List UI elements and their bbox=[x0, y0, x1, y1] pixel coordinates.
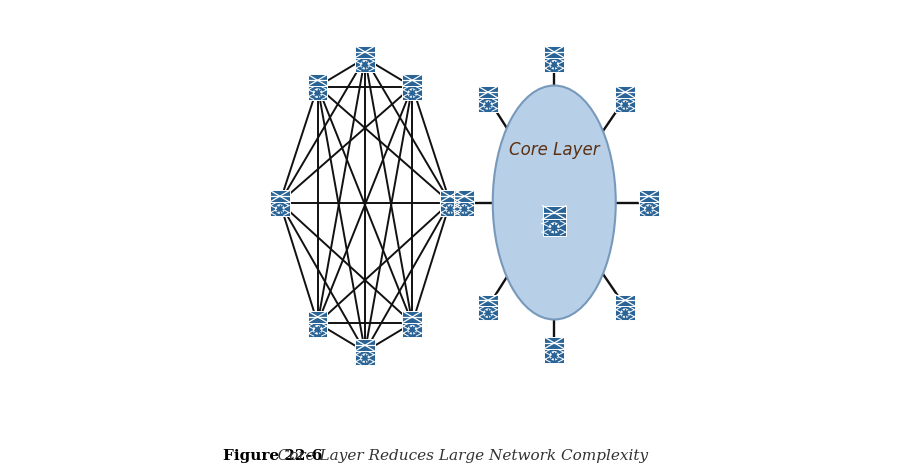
Bar bbox=[270, 190, 290, 202]
Circle shape bbox=[550, 352, 558, 360]
Circle shape bbox=[550, 60, 558, 69]
Circle shape bbox=[552, 63, 557, 67]
Bar bbox=[403, 323, 422, 337]
Circle shape bbox=[624, 103, 627, 107]
Bar bbox=[355, 351, 375, 365]
Bar bbox=[355, 58, 375, 72]
Circle shape bbox=[621, 309, 629, 317]
Circle shape bbox=[486, 103, 490, 107]
Bar bbox=[615, 86, 635, 98]
Circle shape bbox=[461, 205, 469, 213]
Circle shape bbox=[621, 101, 629, 109]
Bar bbox=[308, 74, 328, 86]
Text: Figure 22-6: Figure 22-6 bbox=[223, 449, 322, 463]
Bar bbox=[478, 86, 498, 98]
Circle shape bbox=[410, 91, 414, 95]
Bar bbox=[478, 306, 498, 320]
Circle shape bbox=[552, 354, 557, 358]
Bar bbox=[355, 339, 375, 351]
Bar bbox=[403, 86, 422, 100]
Bar bbox=[542, 219, 566, 236]
Bar bbox=[403, 311, 422, 323]
Circle shape bbox=[408, 89, 416, 97]
Bar bbox=[308, 86, 328, 100]
Bar bbox=[542, 206, 566, 219]
Circle shape bbox=[644, 205, 653, 213]
Circle shape bbox=[647, 207, 651, 211]
Circle shape bbox=[410, 327, 414, 332]
Circle shape bbox=[484, 101, 492, 109]
Bar bbox=[441, 190, 460, 202]
Circle shape bbox=[446, 205, 454, 213]
Bar bbox=[615, 295, 635, 306]
Circle shape bbox=[278, 207, 281, 211]
Bar bbox=[441, 202, 460, 216]
Bar bbox=[478, 98, 498, 112]
Bar bbox=[545, 46, 564, 58]
Circle shape bbox=[448, 207, 452, 211]
Bar bbox=[639, 190, 659, 202]
Circle shape bbox=[361, 354, 369, 362]
Text: Core Layer Reduces Large Network Complexity: Core Layer Reduces Large Network Complex… bbox=[263, 449, 648, 463]
Circle shape bbox=[624, 311, 627, 315]
Circle shape bbox=[276, 205, 284, 213]
Bar bbox=[615, 98, 635, 112]
Circle shape bbox=[462, 207, 466, 211]
Bar bbox=[478, 295, 498, 306]
Circle shape bbox=[552, 226, 557, 230]
Ellipse shape bbox=[492, 86, 615, 319]
Bar bbox=[454, 202, 474, 216]
Circle shape bbox=[363, 63, 367, 67]
Bar bbox=[615, 306, 635, 320]
Bar bbox=[308, 311, 328, 323]
Bar bbox=[545, 58, 564, 72]
Circle shape bbox=[313, 326, 322, 334]
Circle shape bbox=[408, 326, 416, 334]
Circle shape bbox=[484, 309, 492, 317]
Circle shape bbox=[363, 356, 367, 360]
Circle shape bbox=[313, 89, 322, 97]
Text: Core Layer: Core Layer bbox=[509, 141, 599, 159]
Bar bbox=[639, 202, 659, 216]
Bar bbox=[308, 323, 328, 337]
Bar bbox=[270, 202, 290, 216]
Bar bbox=[355, 46, 375, 58]
Circle shape bbox=[361, 60, 369, 69]
Bar bbox=[403, 74, 422, 86]
Bar bbox=[545, 337, 564, 349]
Bar bbox=[545, 349, 564, 363]
Circle shape bbox=[486, 311, 490, 315]
Bar bbox=[454, 190, 474, 202]
Circle shape bbox=[316, 91, 319, 95]
Circle shape bbox=[549, 223, 559, 233]
Circle shape bbox=[316, 327, 319, 332]
